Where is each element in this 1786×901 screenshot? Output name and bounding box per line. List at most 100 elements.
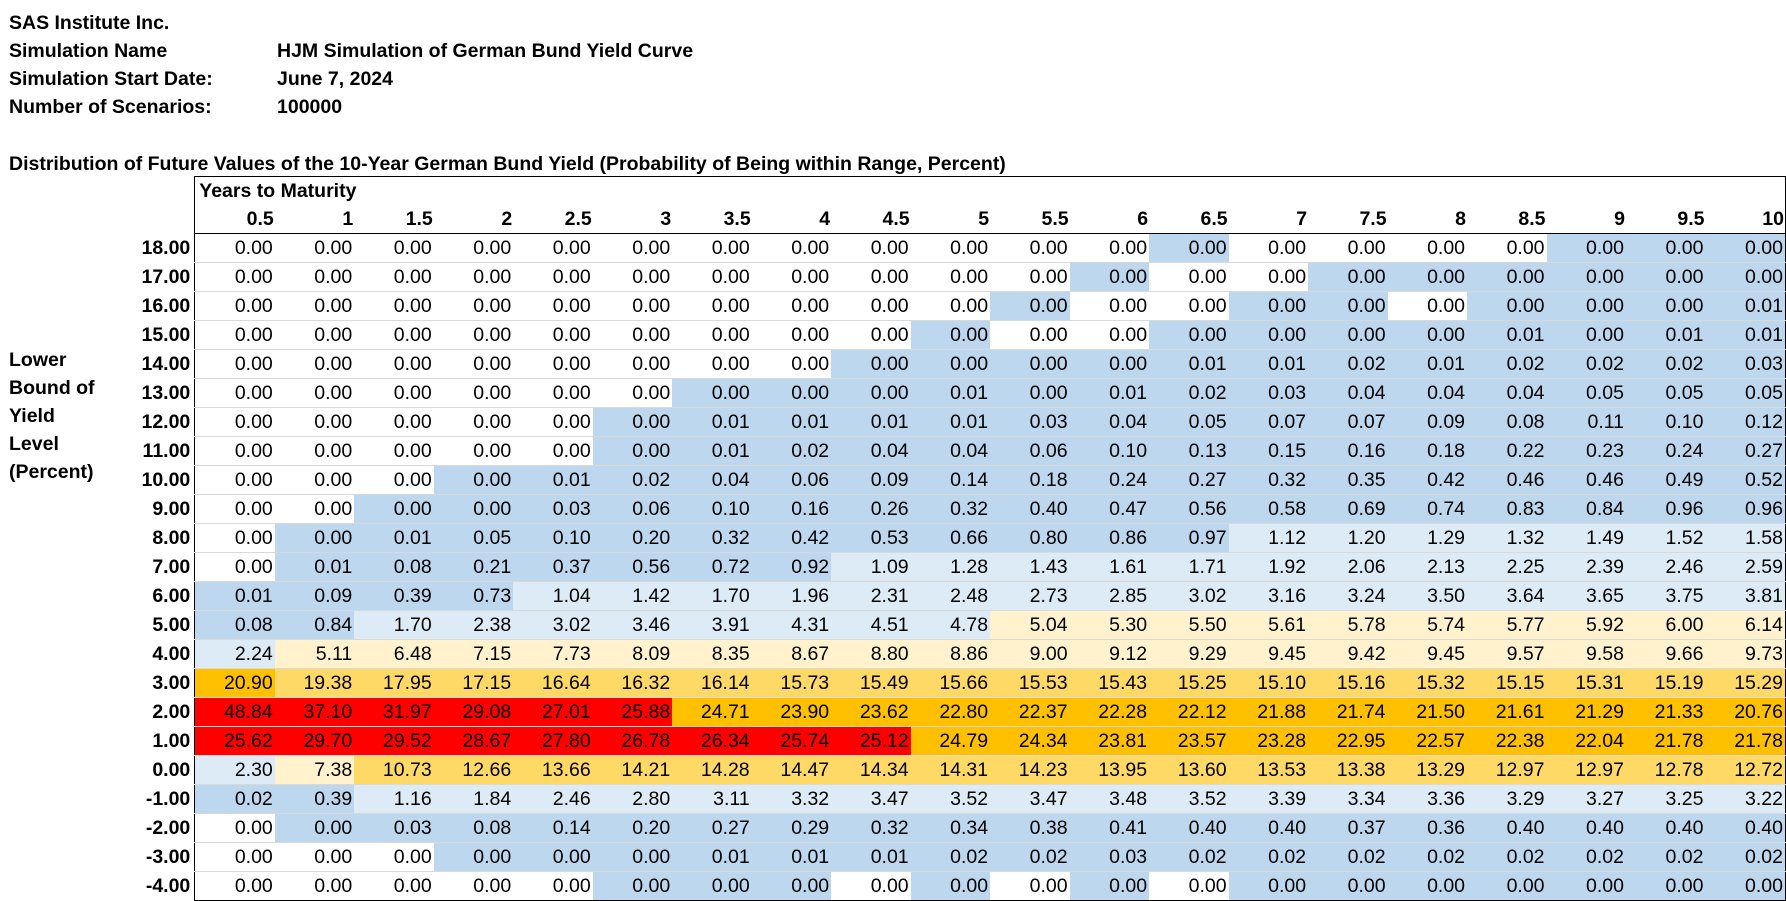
table-cell: 0.03 [1228,378,1309,408]
table-cell: 0.02 [990,842,1070,872]
table-cell: 8.35 [672,639,752,669]
table-cell: 0.10 [672,494,752,524]
table-cell: 0.00 [1626,233,1706,263]
table-cell: 21.61 [1467,697,1547,727]
column-header: 8 [1387,205,1468,234]
table-cell: 0.03 [1705,349,1786,379]
table-cell: 27.80 [513,726,593,756]
table-cell: 0.66 [910,523,991,553]
table-cell: 0.10 [513,523,593,553]
table-cell: 0.14 [513,813,593,843]
table-cell: 29.08 [433,697,514,727]
table-cell: 22.95 [1308,726,1388,756]
table-cell: 0.00 [1069,349,1150,379]
column-header: 5 [910,205,991,234]
table-cell: 3.47 [831,784,911,814]
row-label: 1.00 [152,730,191,752]
table-cell: 0.02 [1467,842,1547,872]
table-cell: 0.01 [910,407,991,437]
table-cell: 0.73 [433,581,514,611]
table-cell: 0.02 [1705,842,1786,872]
table-cell: 3.52 [1149,784,1229,814]
table-cell: 0.18 [990,465,1070,495]
table-cell: 0.00 [1467,262,1547,292]
table-cell: 3.50 [1387,581,1468,611]
table-cell: 6.48 [354,639,434,669]
table-cell: 0.03 [354,813,434,843]
table-cell: 0.52 [1705,465,1786,495]
scenarios-value: 100000 [277,96,343,118]
table-cell: 3.02 [513,610,593,640]
table-cell: 0.00 [274,320,355,350]
table-cell: 0.00 [1546,262,1626,292]
table-cell: 0.40 [1705,813,1786,843]
table-cell: 1.04 [513,581,593,611]
table-cell: 0.01 [1705,320,1786,350]
table-cell: 3.11 [672,784,752,814]
table-cell: 0.00 [1069,262,1150,292]
table-cell: 0.00 [354,233,434,263]
table-row: 17.00 0.00 0.00 0.00 0.00 0.00 0.00 0.00 0.00 0.0… [128,262,1786,292]
table-cell: 0.00 [831,262,911,292]
table-cell: 0.00 [1705,262,1786,292]
table-cell: 15.29 [1705,668,1786,698]
table-cell: 29.52 [354,726,434,756]
table-cell: 14.28 [672,755,752,785]
column-header: 10 [1705,205,1786,234]
table-cell: 0.04 [910,436,991,466]
table-cell: 3.81 [1705,581,1786,611]
table-cell: 0.39 [274,784,355,814]
row-label: 0.00 [152,759,191,781]
table-cell: 12.72 [1705,755,1786,785]
table-cell: 2.38 [433,610,514,640]
table-cell: 0.39 [354,581,434,611]
table-cell: 0.02 [1626,842,1706,872]
table-row: -3.00 0.00 0.00 0.00 0.00 0.00 0.00 0.01 0.01 0.0… [128,842,1786,872]
table-cell: 0.02 [1308,349,1388,379]
table-cell: 0.00 [1546,233,1626,263]
table-cell: 0.02 [1308,842,1388,872]
table-cell: 0.00 [592,407,673,437]
table-cell: 0.00 [513,233,593,263]
table-cell: 5.92 [1546,610,1626,640]
table-cell: 0.00 [831,291,911,321]
table-cell: 0.01 [1705,291,1786,321]
table-cell: 0.47 [1069,494,1150,524]
table-cell: 0.05 [1546,378,1626,408]
table-cell: 15.32 [1387,668,1468,698]
table-cell: 0.40 [1228,813,1309,843]
table-cell: 0.00 [194,262,275,292]
table-cell: 3.24 [1308,581,1388,611]
row-label: 6.00 [152,585,191,607]
table-cell: 0.00 [592,262,673,292]
column-header: 6 [1069,205,1150,234]
table-cell: 2.59 [1705,552,1786,582]
table-cell: 5.50 [1149,610,1229,640]
table-cell: 0.08 [1467,407,1547,437]
table-row: 16.00 0.00 0.00 0.00 0.00 0.00 0.00 0.00 0.00 0.0… [128,291,1786,321]
column-header: 6.5 [1149,205,1229,234]
table-row: -4.00 0.00 0.00 0.00 0.00 0.00 0.00 0.00 0.00 0.0… [128,871,1786,901]
column-header: 5.5 [990,205,1070,234]
table-row: 5.00 0.08 0.84 1.70 2.38 3.02 3.46 3.91 4.31 4.51… [128,610,1786,640]
table-cell: 0.00 [592,233,673,263]
table-cell: 0.00 [831,349,911,379]
table-row: 14.00 0.00 0.00 0.00 0.00 0.00 0.00 0.00 0.00 0.0… [128,349,1786,379]
column-header: 4 [751,205,832,234]
table-cell: 0.03 [513,494,593,524]
table-cell: 31.97 [354,697,434,727]
simulation-name-label: Simulation Name [9,40,168,62]
table-cell: 0.01 [1228,349,1309,379]
table-cell: 1.70 [354,610,434,640]
table-cell: 0.00 [194,813,275,843]
distribution-title: Distribution of Future Values of the 10-… [9,153,1006,175]
table-cell: 0.02 [1467,349,1547,379]
table-cell: 0.00 [1149,320,1229,350]
column-header: 3.5 [672,205,752,234]
table-cell: 0.00 [672,262,752,292]
table-cell: 0.00 [672,349,752,379]
column-header: 7.5 [1308,205,1388,234]
table-cell: 3.46 [592,610,673,640]
table-cell: 0.00 [751,378,832,408]
row-axis-label-line: Bound of [9,377,95,399]
